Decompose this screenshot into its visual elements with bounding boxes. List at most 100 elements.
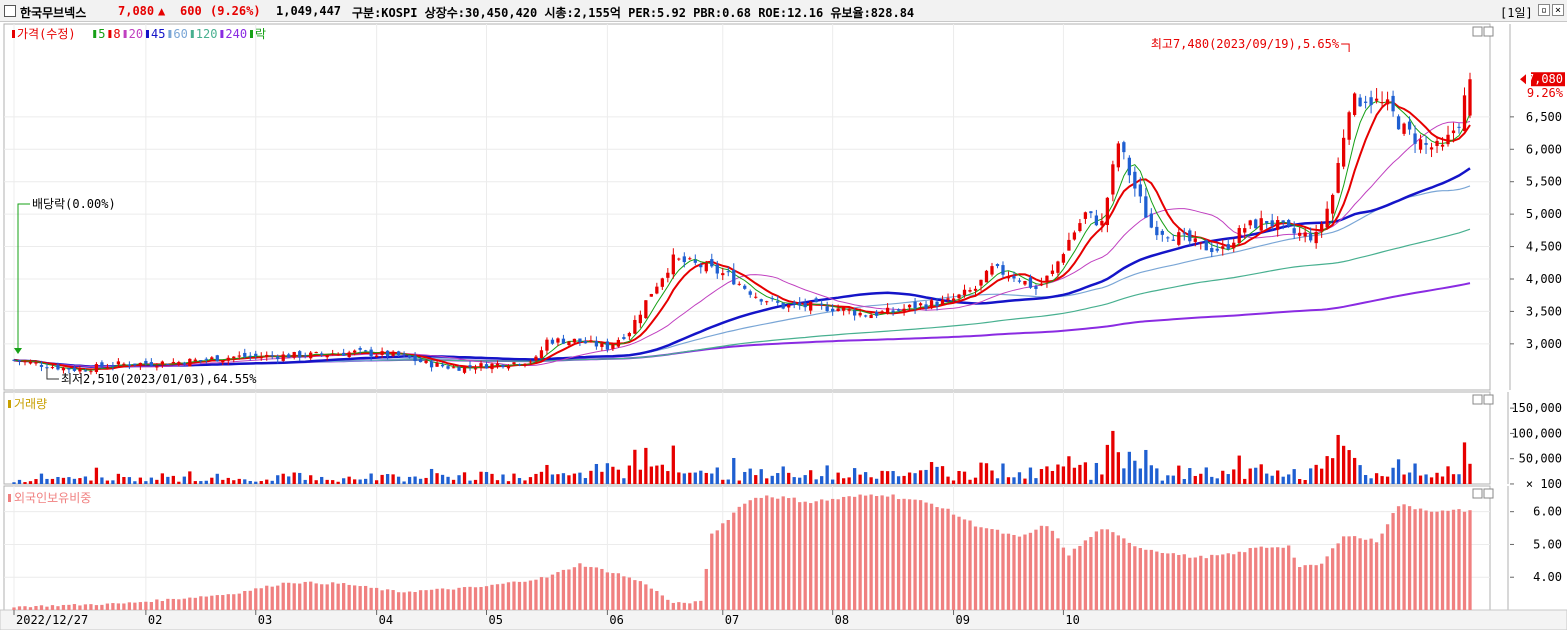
foreign-ratio-bar bbox=[155, 599, 159, 610]
candle-body bbox=[1391, 95, 1395, 112]
foreign-ratio-bar bbox=[1056, 538, 1060, 610]
foreign-ratio-bar bbox=[473, 587, 478, 610]
candle-body bbox=[1215, 248, 1219, 251]
volume-bar bbox=[1265, 473, 1269, 484]
volume-bar bbox=[578, 472, 582, 484]
foreign-ratio-bar bbox=[1111, 532, 1115, 610]
foreign-ratio-bar bbox=[1177, 554, 1181, 610]
volume-bar bbox=[309, 475, 313, 484]
candle-body bbox=[435, 362, 439, 367]
foreign-ratio-bar bbox=[671, 602, 675, 610]
foreign-ratio-bar bbox=[1199, 555, 1203, 610]
foreign-tick-label: 5.00 bbox=[1533, 537, 1562, 551]
volume-bar bbox=[1210, 476, 1214, 484]
foreign-ratio-bar bbox=[83, 604, 88, 610]
candle-body bbox=[682, 256, 686, 263]
candle-body bbox=[627, 333, 632, 337]
foreign-ratio-bar bbox=[578, 563, 582, 610]
candle-body bbox=[737, 283, 741, 285]
candle-body bbox=[1089, 211, 1093, 214]
volume-bar bbox=[556, 474, 560, 484]
panel-restore-icon[interactable] bbox=[1472, 26, 1483, 37]
foreign-ratio-bar bbox=[385, 589, 390, 610]
volume-bar bbox=[1045, 466, 1049, 484]
foreign-ratio-bar bbox=[1210, 554, 1214, 610]
foreign-ratio-bar bbox=[1237, 551, 1241, 610]
volume-bar bbox=[787, 472, 791, 484]
foreign-ratio-bar bbox=[105, 603, 110, 610]
foreign-ratio-bar bbox=[907, 499, 912, 610]
volume-bar bbox=[1352, 457, 1357, 484]
checkbox-icon[interactable] bbox=[4, 5, 16, 17]
foreign-ratio-bar bbox=[1149, 549, 1153, 610]
foreign-ratio-bar bbox=[122, 603, 126, 610]
foreign-ratio-bar bbox=[429, 589, 434, 610]
volume-bar bbox=[534, 473, 538, 484]
candle-body bbox=[836, 308, 840, 312]
foreign-ratio-bar bbox=[1435, 511, 1439, 610]
foreign-ratio-bar bbox=[369, 587, 373, 610]
candle-body bbox=[374, 355, 379, 358]
foreign-ratio-bar bbox=[12, 607, 16, 610]
volume-bar bbox=[495, 480, 500, 484]
volume-bar bbox=[221, 479, 225, 484]
panel-close-icon[interactable] bbox=[1483, 394, 1494, 405]
panel-restore-icon[interactable] bbox=[1472, 394, 1483, 405]
volume-bar bbox=[23, 482, 27, 484]
period-selector[interactable]: [1일] bbox=[1500, 6, 1533, 20]
foreign-ratio-bar bbox=[633, 580, 637, 610]
foreign-ratio-bar bbox=[523, 581, 527, 610]
foreign-ratio-bar bbox=[254, 588, 258, 610]
volume-bar bbox=[710, 473, 714, 484]
panel-close-icon[interactable] bbox=[1483, 488, 1494, 499]
foreign-ratio-bar bbox=[902, 498, 906, 610]
foreign-ratio-bar bbox=[413, 591, 417, 610]
foreign-ratio-bar bbox=[1320, 563, 1324, 610]
volume-bar bbox=[874, 478, 879, 484]
candle-body bbox=[501, 364, 505, 368]
candle-body bbox=[418, 359, 423, 363]
foreign-ratio-bar bbox=[605, 572, 610, 610]
panel-restore-icon[interactable] bbox=[1472, 488, 1483, 499]
foreign-ratio-bar bbox=[880, 495, 884, 610]
foreign-ratio-bar bbox=[666, 599, 670, 610]
candle-body bbox=[243, 352, 247, 357]
foreign-ratio-bar bbox=[204, 596, 208, 610]
foreign-ratio-bar bbox=[710, 533, 714, 610]
volume-bar bbox=[67, 477, 71, 484]
candle-body bbox=[852, 310, 857, 316]
volume-bar bbox=[1309, 468, 1313, 484]
foreign-ratio-bar bbox=[1138, 548, 1142, 610]
foreign-ratio-bar bbox=[1413, 509, 1417, 610]
volume-bar bbox=[83, 476, 88, 484]
volume-bar bbox=[990, 470, 994, 484]
restore-icon[interactable]: ▫ bbox=[1538, 4, 1550, 16]
volume-bar bbox=[248, 481, 252, 484]
candle-body bbox=[743, 285, 747, 289]
volume-bar bbox=[160, 473, 164, 484]
volume-bar bbox=[567, 475, 571, 484]
close-icon[interactable]: × bbox=[1552, 4, 1564, 16]
candle-body bbox=[550, 339, 555, 344]
chart-panel-frame bbox=[3, 485, 1491, 611]
volume-bar bbox=[1429, 477, 1434, 484]
volume-bar bbox=[1133, 460, 1137, 484]
candle-body bbox=[127, 364, 132, 366]
volume-bar bbox=[1363, 475, 1368, 484]
panel-close-icon[interactable] bbox=[1483, 26, 1494, 37]
candle-body bbox=[913, 301, 917, 309]
volume-bar bbox=[34, 479, 38, 484]
candle-body bbox=[1232, 242, 1236, 249]
volume-tick-label: 50,000 bbox=[1519, 452, 1562, 466]
candle-body bbox=[847, 309, 851, 311]
volume-bar bbox=[1100, 474, 1104, 484]
foreign-ratio-bar bbox=[23, 606, 27, 610]
volume-bar bbox=[1232, 469, 1236, 484]
candle-body bbox=[149, 362, 154, 366]
foreign-ratio-bar bbox=[1347, 536, 1351, 610]
candle-body bbox=[1001, 265, 1005, 275]
foreign-ratio-bar bbox=[1204, 558, 1208, 610]
volume-bar bbox=[484, 471, 489, 484]
candle-body bbox=[1320, 223, 1324, 232]
volume-bar bbox=[600, 471, 604, 484]
